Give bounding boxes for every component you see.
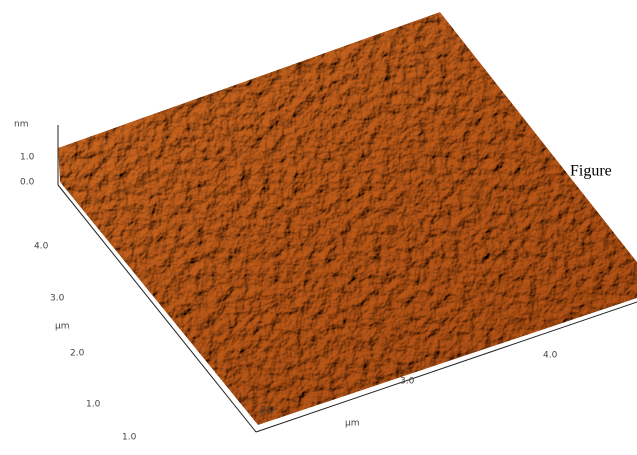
y-tick-label: 4.0: [34, 242, 49, 252]
x-tick-label: 4.0: [543, 351, 558, 361]
body: nm 1.0 0.0 4.0 3.0 µm 2.0 1.0 1.0 2.0 µm…: [0, 0, 637, 455]
caption: Figure: [570, 163, 612, 180]
figure: nm 1.0 0.0 4.0 3.0 µm 2.0 1.0 1.0 2.0 µm…: [0, 0, 637, 455]
x-tick-label: 2.0: [260, 406, 275, 416]
z-tick-label: 0.0: [20, 178, 35, 188]
y-unit: µm: [55, 322, 70, 332]
x-tick-label: 3.0: [400, 377, 415, 387]
y-tick-label: 1.0: [86, 400, 101, 410]
z-tick-label: 1.0: [20, 153, 35, 163]
z-unit: nm: [14, 120, 28, 130]
x-unit: µm: [345, 419, 360, 429]
x-tick-label: 1.0: [122, 433, 137, 443]
y-tick-label: 2.0: [70, 349, 85, 359]
y-tick-label: 3.0: [50, 294, 65, 304]
page: {"z_axis": {"unit": "nm", "ticks": ["1.0…: [0, 0, 637, 455]
surface: [58, 12, 637, 425]
